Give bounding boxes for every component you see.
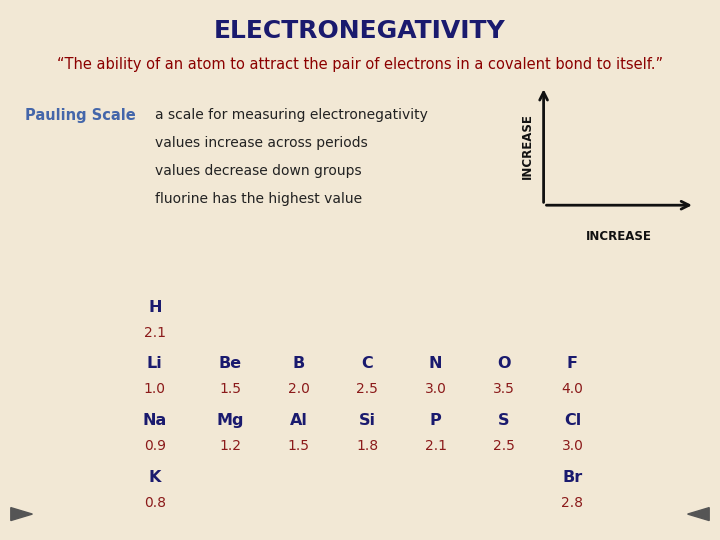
Text: F: F <box>567 356 578 372</box>
Text: INCREASE: INCREASE <box>521 113 534 179</box>
Text: 3.0: 3.0 <box>562 439 583 453</box>
Text: P: P <box>430 413 441 428</box>
Polygon shape <box>11 508 32 521</box>
Text: 1.0: 1.0 <box>144 382 166 396</box>
Text: 2.5: 2.5 <box>493 439 515 453</box>
Text: 2.8: 2.8 <box>562 496 583 510</box>
Text: 0.8: 0.8 <box>144 496 166 510</box>
Text: 1.8: 1.8 <box>356 439 378 453</box>
Text: Al: Al <box>290 413 307 428</box>
Text: B: B <box>292 356 305 372</box>
Text: ELECTRONEGATIVITY: ELECTRONEGATIVITY <box>214 19 506 43</box>
Text: Si: Si <box>359 413 376 428</box>
Text: 2.1: 2.1 <box>425 439 446 453</box>
Text: Pauling Scale: Pauling Scale <box>25 108 136 123</box>
Text: 4.0: 4.0 <box>562 382 583 396</box>
Text: “The ability of an atom to attract the pair of electrons in a covalent bond to i: “The ability of an atom to attract the p… <box>57 57 663 72</box>
Text: O: O <box>498 356 510 372</box>
Text: INCREASE: INCREASE <box>586 230 652 242</box>
Text: 1.5: 1.5 <box>288 439 310 453</box>
Text: values decrease down groups: values decrease down groups <box>155 164 361 178</box>
Text: S: S <box>498 413 510 428</box>
Text: values increase across periods: values increase across periods <box>155 136 367 150</box>
Text: 2.5: 2.5 <box>356 382 378 396</box>
Text: 1.2: 1.2 <box>220 439 241 453</box>
Text: N: N <box>429 356 442 372</box>
Text: Na: Na <box>143 413 167 428</box>
Text: K: K <box>148 470 161 485</box>
Text: 2.0: 2.0 <box>288 382 310 396</box>
Text: Br: Br <box>562 470 582 485</box>
Text: Cl: Cl <box>564 413 581 428</box>
Text: C: C <box>361 356 373 372</box>
Text: 1.5: 1.5 <box>220 382 241 396</box>
Text: Mg: Mg <box>217 413 244 428</box>
Text: fluorine has the highest value: fluorine has the highest value <box>155 192 362 206</box>
Text: 3.0: 3.0 <box>425 382 446 396</box>
Text: a scale for measuring electronegativity: a scale for measuring electronegativity <box>155 108 428 122</box>
Text: H: H <box>148 300 161 315</box>
Text: 2.1: 2.1 <box>144 326 166 340</box>
Polygon shape <box>688 508 709 521</box>
Text: Li: Li <box>147 356 163 372</box>
Text: 3.5: 3.5 <box>493 382 515 396</box>
Text: 0.9: 0.9 <box>144 439 166 453</box>
Text: Be: Be <box>219 356 242 372</box>
